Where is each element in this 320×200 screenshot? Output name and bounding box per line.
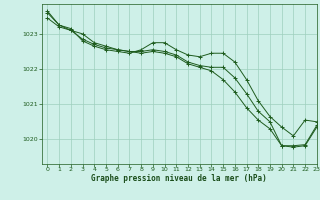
X-axis label: Graphe pression niveau de la mer (hPa): Graphe pression niveau de la mer (hPa) [91,174,267,183]
